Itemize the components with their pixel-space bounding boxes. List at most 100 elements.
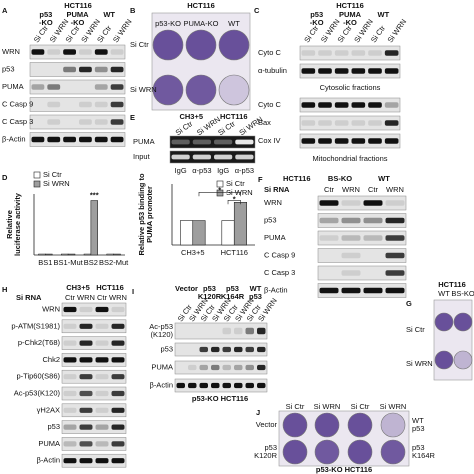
band [171, 139, 190, 145]
label: Si Ctr [406, 325, 425, 334]
label: p-Tip60(S86) [17, 372, 61, 381]
label: α-p53 [235, 166, 254, 175]
label: HCT116 [220, 112, 248, 121]
panel-label: D [2, 173, 8, 182]
panel-label: I [132, 287, 134, 296]
bar [67, 253, 76, 256]
band [110, 136, 124, 143]
label: γH2AX [37, 405, 60, 414]
panel-label: G [406, 299, 412, 308]
band [110, 119, 124, 125]
band [235, 139, 254, 145]
band [245, 382, 254, 389]
label: Si WRN [406, 359, 433, 368]
band [63, 340, 77, 346]
label: p53 [412, 424, 425, 433]
panel-label: A [2, 6, 8, 15]
band [351, 102, 366, 108]
label: Si RNA [16, 293, 42, 302]
blot [61, 403, 127, 418]
label: HCT116 [283, 174, 311, 183]
annotation: * [233, 194, 236, 203]
bar [38, 253, 46, 256]
band [363, 235, 383, 241]
label: p53-KO HCT116 [316, 465, 372, 474]
band [318, 102, 332, 108]
label: Vector [256, 420, 278, 429]
band [63, 374, 77, 380]
label: Ctr [368, 185, 379, 194]
band [79, 323, 93, 329]
band [79, 136, 92, 143]
label: β-Actin [150, 380, 174, 389]
band [235, 154, 254, 160]
blot [317, 265, 407, 281]
blot [174, 360, 268, 375]
band [111, 306, 125, 313]
bar [113, 253, 121, 256]
band [79, 441, 93, 447]
x-tick-label: BS2 [84, 258, 98, 267]
band [94, 101, 108, 108]
label: Ctr [97, 293, 108, 302]
band [47, 101, 61, 108]
band [341, 200, 361, 206]
band [31, 84, 45, 90]
blot [317, 213, 407, 228]
band [334, 120, 349, 126]
band [334, 68, 349, 74]
band [110, 84, 124, 90]
blot [317, 248, 407, 263]
band [384, 68, 399, 74]
label: Ac-p53 [149, 322, 173, 331]
label: WRN [2, 47, 20, 56]
well [218, 74, 250, 106]
label: Cyto C [258, 48, 282, 57]
label: HCT116 [96, 283, 124, 292]
label: p53 [226, 284, 239, 293]
label: Si WRN [386, 17, 409, 44]
band [63, 458, 77, 464]
label: p53 [203, 284, 216, 293]
band [301, 102, 316, 108]
band [188, 382, 197, 389]
band [245, 364, 254, 371]
well [152, 74, 184, 106]
well [347, 412, 373, 438]
band [171, 154, 190, 160]
label: p53 [310, 10, 323, 19]
label: HCT116 [336, 1, 364, 10]
label: WT [377, 10, 389, 19]
band [211, 346, 220, 353]
band [222, 346, 231, 353]
blot [29, 44, 126, 60]
label: IgG [175, 166, 187, 175]
band [63, 357, 77, 363]
band [94, 49, 108, 55]
blot [169, 150, 256, 164]
band [368, 68, 382, 74]
band [63, 441, 77, 447]
blot [29, 62, 126, 77]
band [211, 382, 220, 389]
label: p-ATM(S1981) [11, 321, 60, 330]
band [111, 424, 125, 430]
band [63, 407, 77, 413]
label: Cyto C [258, 100, 282, 109]
band [199, 364, 208, 371]
band [319, 235, 339, 241]
band [211, 364, 220, 371]
blot [299, 115, 401, 131]
bracket [227, 200, 241, 205]
label: Cox IV [258, 136, 281, 145]
annotation: *** [90, 191, 99, 200]
label: WT [250, 284, 262, 293]
well [434, 350, 454, 370]
legend-swatch [33, 171, 41, 179]
blot [29, 114, 126, 130]
band [351, 138, 366, 144]
bar [45, 253, 53, 256]
band [111, 458, 125, 464]
band [94, 136, 108, 143]
label: p53-KO [155, 19, 181, 28]
